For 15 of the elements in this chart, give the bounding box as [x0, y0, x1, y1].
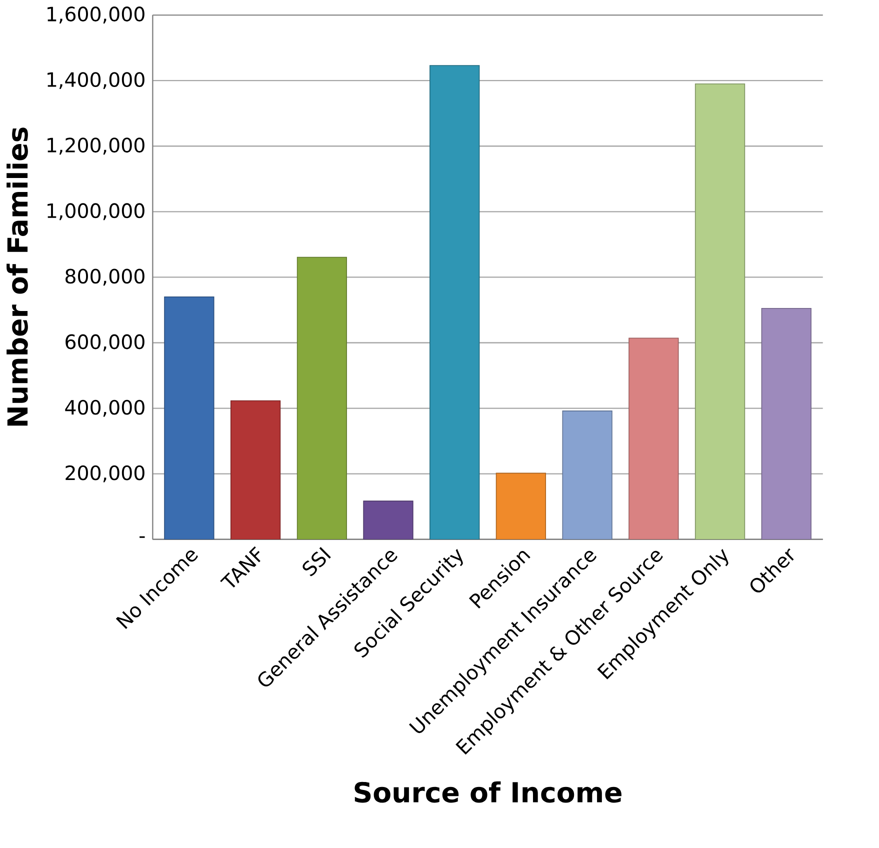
y-tick-label: 1,000,000 — [48, 203, 144, 220]
x-axis-title: Source of Income — [354, 781, 622, 803]
y-tick-label: 800,000 — [66, 268, 144, 286]
y-tick-label: 1,400,000 — [48, 72, 144, 90]
y-tick-label: 200,000 — [66, 465, 144, 482]
y-tick-label: 1,200,000 — [48, 138, 144, 155]
bar — [230, 400, 281, 540]
bar — [363, 500, 414, 540]
bar — [694, 84, 746, 540]
y-tick-label: - — [140, 536, 145, 538]
y-tick-label: 1,600,000 — [48, 6, 144, 24]
y-tick-label: 400,000 — [65, 400, 144, 417]
y-axis-title: Number of Families — [6, 128, 28, 426]
y-tick-label: 600,000 — [66, 334, 144, 352]
bar — [562, 410, 612, 540]
